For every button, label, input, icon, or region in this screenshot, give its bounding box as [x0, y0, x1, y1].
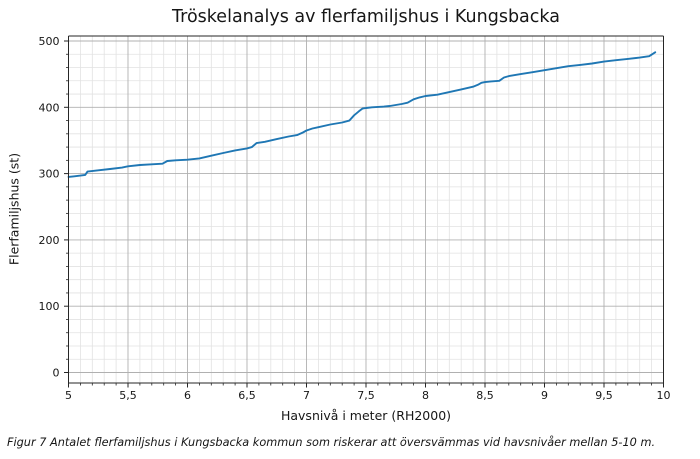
- svg-text:200: 200: [39, 234, 60, 247]
- y-axis-label: Flerfamiljshus (st): [6, 152, 22, 266]
- svg-text:6: 6: [184, 389, 191, 402]
- svg-text:9: 9: [541, 389, 548, 402]
- svg-text:0: 0: [53, 367, 60, 380]
- x-axis-label: Havsnivå i meter (RH2000): [280, 408, 452, 423]
- svg-text:400: 400: [39, 101, 60, 114]
- y-tick-labels: 0 100 200 300 400 500: [39, 35, 60, 380]
- svg-text:7: 7: [303, 389, 310, 402]
- svg-text:6,5: 6,5: [238, 389, 256, 402]
- svg-text:100: 100: [39, 300, 60, 313]
- svg-text:5: 5: [65, 389, 72, 402]
- svg-text:8,5: 8,5: [476, 389, 494, 402]
- svg-text:5,5: 5,5: [119, 389, 137, 402]
- svg-text:7,5: 7,5: [357, 389, 375, 402]
- data-line-flerfamiljshus: [67, 51, 657, 178]
- chart-title: Tröskelanalys av flerfamiljshus i Kungsb…: [172, 7, 560, 27]
- svg-text:300: 300: [39, 168, 60, 181]
- x-tick-labels: 5 5,5 6 6,5 7 7,5 8 8,5 9 9,5 10: [65, 389, 671, 402]
- svg-text:500: 500: [39, 35, 60, 48]
- svg-text:10: 10: [657, 389, 671, 402]
- svg-text:9,5: 9,5: [595, 389, 613, 402]
- figure-caption: Figur 7 Antalet flerfamiljshus i Kungsba…: [7, 436, 656, 449]
- grid-major: [68, 36, 664, 383]
- svg-text:8: 8: [422, 389, 429, 402]
- axis-ticks: [64, 40, 664, 388]
